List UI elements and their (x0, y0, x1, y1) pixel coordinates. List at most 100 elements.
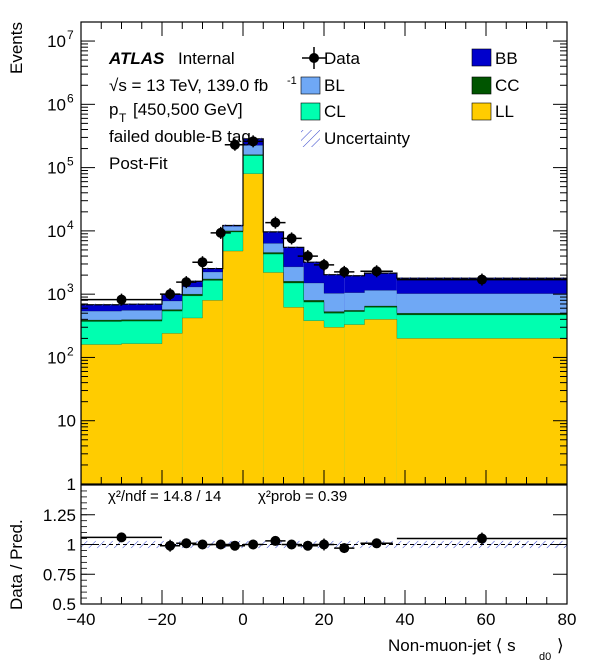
bar-ll-bin-12 (364, 319, 397, 484)
bar-ll-bin-6 (243, 173, 264, 484)
legend-swatch-cc (471, 76, 492, 95)
stacked-histogram (81, 138, 567, 484)
bar-ll-bin-5 (222, 251, 243, 484)
energy-lumi-text: √s = 13 TeV, 139.0 fb (109, 76, 268, 95)
main-y-tick-exponent-6: 6 (67, 91, 74, 105)
uncertainty-bin-8 (283, 246, 304, 249)
data-point-4 (215, 227, 226, 238)
main-y-tick-label-0: 1 (67, 475, 76, 494)
legend-swatch-ll (471, 102, 492, 121)
pt-subscript: T (119, 111, 127, 125)
main-y-tick-exponent-3: 3 (67, 281, 74, 295)
x-axis-label-end: ⟩ (557, 636, 564, 655)
atlas-internal-text: Internal (178, 49, 235, 68)
ratio-y-tick-label-2: 1 (67, 536, 76, 555)
main-y-tick-exponent-2: 2 (67, 344, 74, 358)
legend-label-cl: CL (324, 102, 346, 121)
uncertainty-bin-7 (263, 230, 284, 233)
pt-symbol: p (109, 100, 118, 119)
ratio-point-13 (476, 533, 487, 544)
bar-ll-bin-9 (303, 320, 324, 484)
tag-category-text: failed double-B tag (109, 127, 251, 146)
bar-ll-bin-4 (202, 300, 223, 484)
bar-ll-bin-3 (182, 318, 203, 484)
data-points (81, 135, 567, 306)
legend-swatch-bb (471, 48, 492, 67)
ratio-y-tick-label-1: 0.75 (43, 565, 76, 584)
bar-ll-bin-8 (283, 307, 304, 484)
uncertainty-bin-5 (222, 224, 243, 227)
legend-item-ll: LL (471, 102, 514, 121)
data-point-11 (339, 266, 350, 277)
main-y-tick-exponent-4: 4 (67, 218, 74, 232)
bar-ll-bin-0 (81, 344, 122, 484)
legend-swatch-bl (300, 76, 321, 95)
ratio-point-2 (181, 538, 192, 549)
legend-data-marker (309, 53, 319, 63)
bar-ll-bin-1 (121, 343, 162, 484)
main-y-tick-label-6: 10 (47, 95, 66, 114)
ratio-data-points (81, 532, 567, 554)
bar-ll-bin-10 (324, 327, 345, 484)
legend-item-bl: BL (300, 76, 345, 95)
energy-lumi-exponent: -1 (287, 75, 297, 87)
ratio-point-6 (248, 539, 259, 550)
ratio-x-tick-label-4: 40 (396, 610, 415, 629)
main-y-tick-exponent-7: 7 (67, 28, 74, 42)
main-y-tick-label-5: 10 (47, 159, 66, 178)
chi2-prob-text: χ²prob = 0.39 (258, 488, 347, 505)
ratio-point-4 (215, 539, 226, 550)
ratio-point-0 (116, 532, 127, 543)
x-axis-label-main: Non-muon-jet ⟨ s (388, 636, 516, 655)
bar-ll-bin-7 (263, 272, 284, 484)
data-point-10 (319, 259, 329, 270)
legend-item-uncertainty: Uncertainty (301, 129, 410, 148)
ratio-y-tick-label-0: 0.5 (52, 595, 76, 614)
uncertainty-bin-9 (303, 261, 324, 264)
ratio-x-tick-label-3: 20 (315, 610, 334, 629)
ratio-y-axis: 0.5 0.75 1 1.25 (43, 490, 567, 614)
main-y-tick-exponent-5: 5 (67, 155, 74, 169)
ratio-x-tick-label-0: −40 (67, 610, 96, 629)
legend-label-data: Data (324, 49, 360, 68)
bar-ll-bin-2 (162, 333, 183, 484)
main-y-tick-label-1: 10 (57, 412, 76, 431)
data-point-9 (302, 251, 313, 262)
data-point-7 (270, 217, 281, 228)
uncertainty-bin-10 (324, 273, 345, 276)
ratio-point-3 (197, 539, 208, 550)
legend-label-cc: CC (495, 76, 520, 95)
uncertainty-bin-11 (344, 274, 365, 277)
data-point-6 (248, 136, 259, 147)
atlas-label: ATLAS Internal (108, 49, 235, 68)
ratio-point-12 (371, 538, 382, 549)
data-point-12 (371, 266, 382, 277)
ratio-uncertainty-bin-0 (81, 540, 122, 549)
uncertainty-bin-4 (202, 267, 223, 270)
uncertainty-bin-0 (81, 303, 122, 306)
legend-item-cl: CL (300, 102, 346, 121)
fit-status-text: Post-Fit (109, 154, 168, 173)
data-point-8 (286, 233, 297, 244)
ratio-x-tick-label-2: 0 (238, 610, 247, 629)
ratio-point-5 (229, 540, 240, 551)
main-y-tick-label-4: 10 (47, 222, 66, 241)
chi2-ndf-text: χ²/ndf = 14.8 / 14 (108, 488, 221, 505)
pt-range-text: [450,500 GeV] (133, 100, 243, 119)
uncertainty-bin-3 (182, 280, 203, 283)
main-x-ticks (80, 22, 568, 484)
legend-item-cc: CC (471, 76, 520, 95)
bar-ll-bin-13 (396, 338, 567, 484)
ratio-x-axis: −40 −20 0 20 40 60 80 (67, 590, 577, 629)
atlas-logo-text: ATLAS (108, 49, 165, 68)
data-point-3 (197, 257, 208, 268)
ratio-x-tick-label-1: −20 (148, 610, 177, 629)
ratio-x-tick-label-6: 80 (558, 610, 577, 629)
legend: Data BL CL Uncertainty BB CC (300, 47, 520, 148)
ratio-point-1 (165, 540, 176, 551)
legend-label-bl: BL (324, 76, 345, 95)
ratio-point-10 (319, 539, 329, 550)
